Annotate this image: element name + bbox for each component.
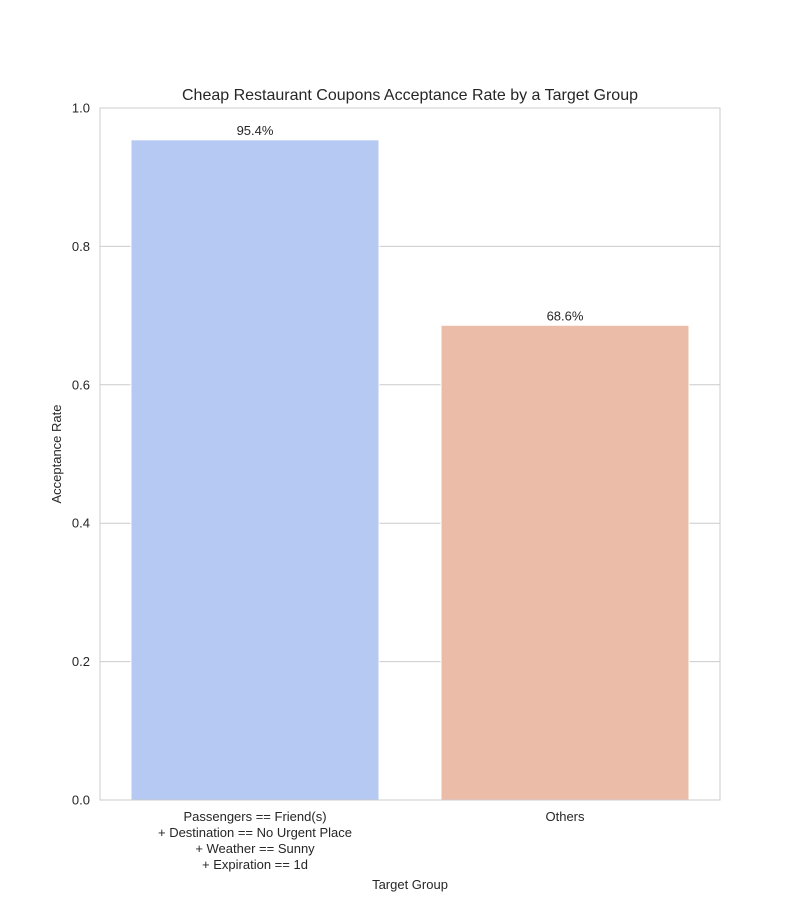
bar [440,324,690,801]
y-tick-label: 0.2 [72,654,90,669]
x-axis-label: Target Group [372,877,448,892]
bars [130,139,690,801]
y-tick-label: 0.6 [72,377,90,392]
y-tick-label: 0.4 [72,516,90,531]
bar-value-label: 95.4% [237,123,274,138]
bar-value-labels: 95.4% 68.6% [237,123,584,323]
y-tick-label: 1.0 [72,101,90,116]
chart-title: Cheap Restaurant Coupons Acceptance Rate… [182,87,638,104]
x-tick-label: Others [545,809,585,824]
y-axis-ticks: 0.0 0.2 0.4 0.6 0.8 1.0 [72,101,90,808]
y-tick-label: 0.8 [72,239,90,254]
x-tick-label: Passengers == Friend(s) + Destination == … [158,809,352,872]
y-axis-label: Acceptance Rate [49,404,64,503]
bar [130,139,380,801]
bar-value-label: 68.6% [547,308,584,323]
plot-frame [99,107,721,801]
x-axis-ticks: Passengers == Friend(s) + Destination == … [158,809,585,872]
y-tick-label: 0.0 [72,793,90,808]
